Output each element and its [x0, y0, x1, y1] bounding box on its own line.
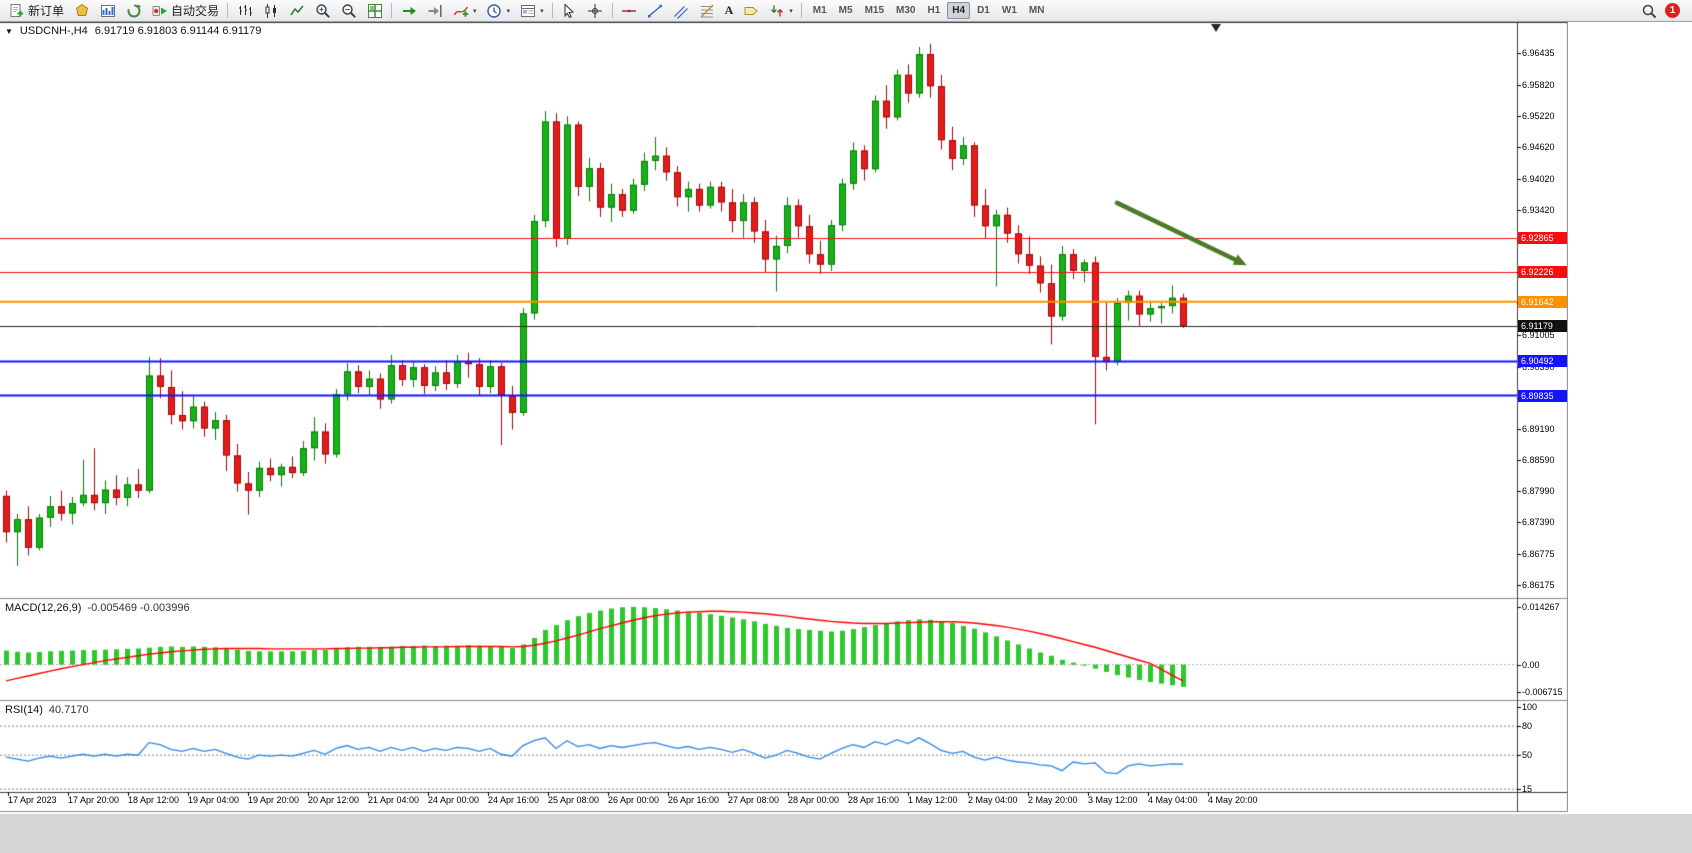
cursor-icon: [561, 2, 578, 19]
periods-button[interactable]: ▾: [482, 1, 515, 21]
timeframe-button-mn[interactable]: MN: [1028, 5, 1045, 16]
candlestick-chart-button[interactable]: [258, 1, 283, 21]
channel-icon: [673, 2, 690, 19]
chevron-down-icon: ▾: [789, 7, 793, 15]
auto-scroll-button[interactable]: [396, 1, 421, 21]
price-chart-canvas[interactable]: [0, 22, 1568, 814]
toolbar-separator: [800, 3, 802, 18]
toolbar-right: 1: [1640, 2, 1688, 19]
toolbar-separator: [227, 3, 229, 18]
notification-badge[interactable]: 1: [1665, 3, 1680, 18]
macd-values: -0.005469 -0.003996: [87, 602, 190, 614]
templates-button[interactable]: ▾: [515, 1, 548, 21]
autotrading-button[interactable]: 自动交易: [147, 1, 223, 21]
chart-title: ▼ USDCNH-,H4 6.91719 6.91803 6.91144 6.9…: [5, 25, 261, 37]
chart-shift-icon: [426, 2, 443, 19]
line-chart-icon: [288, 2, 305, 19]
profiles-button[interactable]: [121, 1, 146, 21]
autotrading-label: 自动交易: [171, 4, 220, 18]
autotrading-icon: [151, 2, 168, 19]
fibonacci-icon: [699, 2, 716, 19]
zoom-out-icon: [340, 2, 357, 19]
text-tool-icon: A: [724, 3, 734, 17]
line-chart-button[interactable]: [284, 1, 309, 21]
window-background: [0, 814, 1692, 853]
new-order-button[interactable]: 新订单: [4, 1, 68, 21]
rsi-value: 40.7170: [48, 704, 89, 716]
toolbar-separator: [551, 3, 553, 18]
timeframe-button-h1[interactable]: H1: [927, 5, 941, 16]
timeframe-button-m1[interactable]: M1: [812, 5, 827, 16]
zoom-in-icon: [314, 2, 331, 19]
toolbar-separator: [611, 3, 613, 18]
text-button[interactable]: A: [721, 1, 738, 21]
rsi-label: RSI(14) 40.7170: [5, 704, 89, 716]
rsi-name: RSI(14): [5, 704, 43, 716]
auto-scroll-icon: [400, 2, 417, 19]
chart-menu-icon[interactable]: ▼: [5, 26, 13, 36]
arrows-button[interactable]: ▾: [764, 1, 797, 21]
timeframe-button-w1[interactable]: W1: [1001, 5, 1017, 16]
new-chart-button[interactable]: [95, 1, 120, 21]
timeframe-button-m5[interactable]: M5: [838, 5, 853, 16]
timeframe-button-m30[interactable]: M30: [896, 5, 916, 16]
cursor-button[interactable]: [557, 1, 582, 21]
bar-chart-icon: [236, 2, 253, 19]
search-icon[interactable]: [1640, 2, 1657, 19]
crosshair-icon: [587, 2, 604, 19]
new-order-icon: [8, 2, 25, 19]
fibonacci-button[interactable]: [695, 1, 720, 21]
chevron-down-icon: ▾: [506, 7, 511, 15]
clock-icon: [486, 2, 503, 19]
timeframe-button-d1[interactable]: D1: [977, 5, 990, 16]
zoom-out-button[interactable]: [336, 1, 361, 21]
trendline-icon: [647, 2, 664, 19]
profiles-icon: [125, 2, 142, 19]
chart-shift-button[interactable]: [422, 1, 447, 21]
symbol-period-label: USDCNH-,H4: [19, 25, 88, 37]
chevron-down-icon: ▾: [540, 7, 544, 15]
indicators-button[interactable]: ▾: [448, 1, 481, 21]
macd-label: MACD(12,26,9) -0.005469 -0.003996: [5, 602, 190, 614]
channel-button[interactable]: [669, 1, 694, 21]
tile-windows-button[interactable]: [362, 1, 387, 21]
metaeditor-icon: [73, 2, 90, 19]
zoom-in-button[interactable]: [310, 1, 335, 21]
bar-chart-button[interactable]: [232, 1, 257, 21]
arrows-icon: [768, 2, 785, 19]
ohlc-readout: 6.91719 6.91803 6.91144 6.91179: [94, 25, 262, 37]
chevron-down-icon: ▾: [473, 7, 477, 15]
chart-window: 6.96435 6.95820 6.95220 6.94620 6.94020 6.934…: [0, 22, 1568, 814]
trendline-button[interactable]: [643, 1, 668, 21]
label-tag-icon: [742, 2, 759, 19]
macd-name: MACD(12,26,9): [5, 602, 82, 614]
candlestick-chart-icon: [262, 2, 279, 19]
toolbar: 新订单 自动交易 ▾ ▾: [0, 0, 1692, 22]
new-order-label: 新订单: [28, 4, 65, 18]
label-button[interactable]: [738, 1, 763, 21]
horizontal-line-icon: [621, 2, 638, 19]
tile-windows-icon: [366, 2, 383, 19]
crosshair-button[interactable]: [583, 1, 608, 21]
timeframe-button-m15[interactable]: M15: [864, 5, 885, 16]
indicators-icon: [452, 2, 469, 19]
toolbar-separator: [391, 3, 393, 18]
timeframe-group: M1 M5 M15 M30 H1 H4 D1 W1 MN: [808, 2, 1050, 19]
metaeditor-button[interactable]: [69, 1, 94, 21]
new-chart-icon: [99, 2, 116, 19]
templates-icon: [519, 2, 536, 19]
horizontal-line-button[interactable]: [617, 1, 642, 21]
timeframe-button-h4[interactable]: H4: [947, 2, 971, 19]
